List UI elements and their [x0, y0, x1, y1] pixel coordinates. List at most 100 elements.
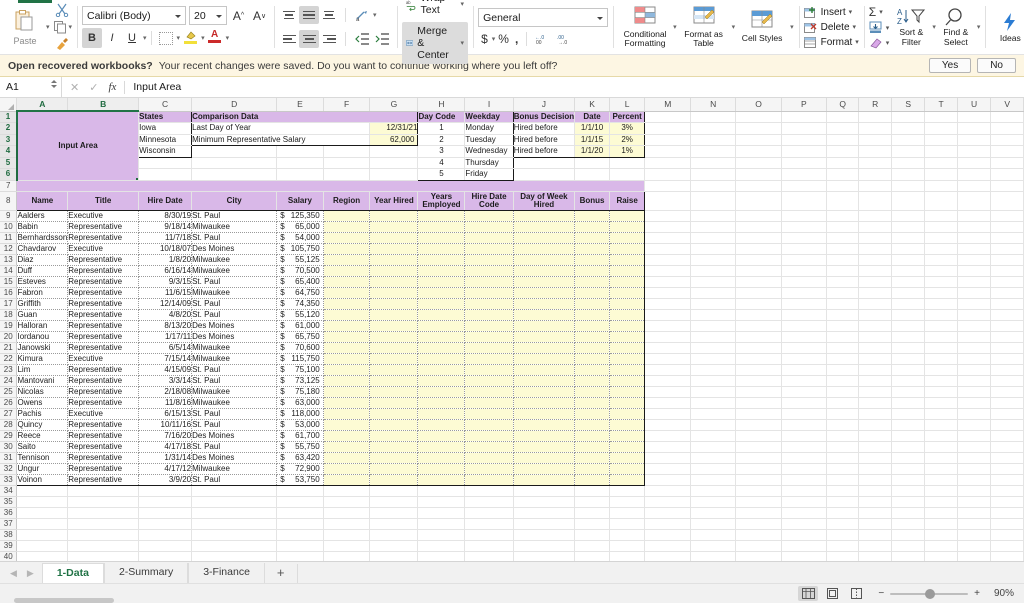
- grid-cell[interactable]: [781, 518, 827, 530]
- grid-cell[interactable]: [735, 287, 782, 299]
- employee-calc-cell[interactable]: [574, 441, 610, 453]
- bonus-decision-cell[interactable]: Hired before: [512, 134, 576, 146]
- grid-cell[interactable]: [891, 243, 926, 255]
- grid-cell[interactable]: [690, 111, 737, 123]
- grid-cell[interactable]: [276, 168, 324, 181]
- grid-cell[interactable]: [369, 540, 419, 552]
- grid-cell[interactable]: [735, 134, 782, 146]
- employee-city-cell[interactable]: St. Paul: [191, 298, 278, 310]
- grid-cell[interactable]: [957, 342, 992, 354]
- fill-chevron-down-icon[interactable]: ▾: [885, 24, 890, 32]
- employee-calc-cell[interactable]: [574, 232, 610, 244]
- grid-cell[interactable]: [735, 265, 782, 277]
- grid-cell[interactable]: [990, 496, 1024, 508]
- employee-name-cell[interactable]: Pachis: [16, 408, 69, 420]
- daycode-header[interactable]: Day Code: [417, 110, 466, 123]
- grid-cell[interactable]: [891, 111, 926, 123]
- grid-cell[interactable]: [735, 463, 782, 475]
- grid-cell[interactable]: [826, 441, 860, 453]
- employee-calc-cell[interactable]: [574, 320, 610, 332]
- employee-calc-cell[interactable]: [513, 375, 576, 387]
- daycode-cell[interactable]: 2: [417, 134, 466, 146]
- employee-salary-cell[interactable]: $53,750: [276, 474, 324, 486]
- grid-cell[interactable]: [644, 298, 692, 310]
- font-color-button[interactable]: A: [205, 28, 225, 48]
- grid-cell[interactable]: [781, 507, 827, 519]
- employee-hire-date-cell[interactable]: 3/9/20: [138, 474, 193, 486]
- grid-cell[interactable]: [957, 145, 992, 158]
- grid-cell[interactable]: [276, 145, 324, 158]
- grid-cell[interactable]: [826, 507, 860, 519]
- grid-cell[interactable]: [990, 386, 1024, 398]
- grid-cell[interactable]: [990, 221, 1024, 233]
- grid-cell[interactable]: [858, 529, 893, 541]
- grid-cell[interactable]: [735, 210, 782, 222]
- grid-cell[interactable]: [323, 485, 371, 497]
- employee-calc-cell[interactable]: [513, 210, 576, 222]
- employee-calc-cell[interactable]: [369, 353, 419, 365]
- employee-city-cell[interactable]: Milwaukee: [191, 342, 278, 354]
- grid-cell[interactable]: [644, 463, 692, 475]
- grid-cell[interactable]: [924, 364, 958, 376]
- grid-cell[interactable]: [609, 551, 646, 561]
- grid-cell[interactable]: [826, 540, 860, 552]
- grid-cell[interactable]: [513, 485, 576, 497]
- grid-cell[interactable]: [858, 191, 893, 211]
- grid-cell[interactable]: [369, 518, 419, 530]
- grid-cell[interactable]: [369, 157, 419, 169]
- employee-calc-cell[interactable]: [574, 474, 610, 486]
- grid-cell[interactable]: [464, 496, 514, 508]
- prev-sheet-icon[interactable]: ◀: [10, 568, 17, 578]
- employee-city-cell[interactable]: St. Paul: [191, 232, 278, 244]
- grid-cell[interactable]: [690, 364, 737, 376]
- grid-cell[interactable]: [781, 111, 827, 123]
- employee-title-cell[interactable]: Representative: [67, 364, 140, 376]
- grid-cell[interactable]: [891, 191, 926, 211]
- employee-city-cell[interactable]: St. Paul: [191, 375, 278, 387]
- grid-cell[interactable]: [891, 265, 926, 277]
- grid-cell[interactable]: [957, 254, 992, 266]
- grid-cell[interactable]: [826, 265, 860, 277]
- grid-cell[interactable]: [990, 540, 1024, 552]
- row-header-4[interactable]: 4: [0, 145, 18, 158]
- employee-calc-cell[interactable]: [609, 342, 646, 354]
- row-header-39[interactable]: 39: [0, 540, 18, 552]
- grid-cell[interactable]: [191, 518, 278, 530]
- grid-cell[interactable]: [990, 191, 1024, 211]
- employee-hire-date-cell[interactable]: 4/8/20: [138, 309, 193, 321]
- employee-calc-cell[interactable]: [609, 463, 646, 475]
- employee-title-cell[interactable]: Executive: [67, 353, 140, 365]
- employee-salary-cell[interactable]: $118,000: [276, 408, 324, 420]
- grid-cell[interactable]: [690, 496, 737, 508]
- grid-cell[interactable]: [957, 157, 992, 169]
- grid-cell[interactable]: [858, 342, 893, 354]
- employee-calc-cell[interactable]: [513, 287, 576, 299]
- employee-calc-cell[interactable]: [417, 298, 466, 310]
- grid-cell[interactable]: [858, 221, 893, 233]
- grid-cell[interactable]: [826, 287, 860, 299]
- grid-cell[interactable]: [990, 342, 1024, 354]
- bonus-decision-cell[interactable]: Hired before: [512, 122, 576, 135]
- employee-calc-cell[interactable]: [369, 463, 419, 475]
- employee-calc-cell[interactable]: [513, 298, 576, 310]
- employee-title-cell[interactable]: Representative: [67, 287, 140, 299]
- grid-cell[interactable]: [924, 191, 958, 211]
- employee-calc-cell[interactable]: [323, 287, 371, 299]
- percent-format-button[interactable]: %: [498, 32, 509, 46]
- employee-calc-cell[interactable]: [464, 276, 514, 288]
- employee-calc-cell[interactable]: [513, 309, 576, 321]
- grid-cell[interactable]: [735, 191, 782, 211]
- fill-button[interactable]: ▾: [869, 21, 890, 34]
- grid-cell[interactable]: [690, 221, 737, 233]
- grid-cell[interactable]: [690, 507, 737, 519]
- grid-cell[interactable]: [891, 232, 926, 244]
- borders-button[interactable]: [156, 28, 176, 48]
- employee-city-cell[interactable]: Des Moines: [191, 430, 278, 442]
- employee-calc-cell[interactable]: [369, 474, 419, 486]
- daycode-cell[interactable]: 3: [417, 145, 466, 158]
- bonus-percent-cell[interactable]: 1%: [609, 145, 646, 158]
- grid-cell[interactable]: [957, 180, 992, 192]
- column-header-k[interactable]: K: [574, 98, 610, 112]
- grid-cell[interactable]: [957, 408, 992, 420]
- employee-calc-cell[interactable]: [574, 309, 610, 321]
